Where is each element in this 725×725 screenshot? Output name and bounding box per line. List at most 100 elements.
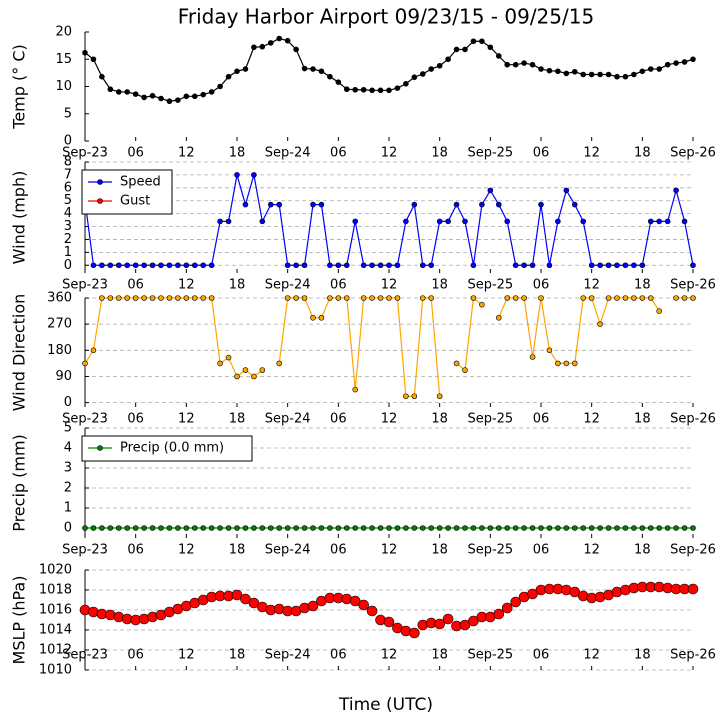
data-point — [369, 87, 375, 94]
x-tick-label: 18 — [634, 543, 651, 558]
data-point — [343, 295, 350, 301]
data-point — [470, 38, 477, 45]
data-point — [605, 295, 612, 301]
y-tick-label: 3 — [64, 219, 72, 234]
data-point — [360, 525, 367, 531]
data-point — [335, 262, 342, 269]
x-tick-label: 06 — [330, 278, 347, 293]
data-point — [411, 393, 418, 400]
y-tick-label: 5 — [64, 421, 72, 436]
data-point — [335, 295, 342, 301]
legend-label: Speed — [120, 175, 161, 190]
data-point — [276, 360, 283, 367]
x-tick-label: Sep-24 — [265, 412, 311, 427]
data-point — [546, 67, 553, 74]
data-point — [183, 262, 190, 269]
data-point — [276, 35, 283, 42]
data-point — [436, 393, 443, 400]
y-tick-label: 0 — [64, 134, 72, 149]
data-point — [445, 56, 451, 63]
data-point — [538, 66, 544, 72]
data-point — [124, 89, 131, 95]
data-point — [377, 525, 384, 531]
data-point — [453, 201, 460, 208]
data-point — [149, 92, 156, 99]
x-tick-label: 12 — [178, 146, 195, 161]
data-point — [504, 218, 511, 225]
data-point — [352, 525, 359, 531]
data-point — [571, 525, 578, 531]
data-point — [141, 295, 147, 301]
data-point — [369, 525, 375, 531]
data-point — [597, 71, 603, 78]
data-point — [512, 295, 519, 301]
data-point — [690, 295, 696, 301]
data-point — [149, 262, 156, 269]
x-tick-label: 18 — [229, 278, 246, 293]
x-tick-label: Sep-26 — [670, 412, 716, 427]
data-point — [208, 295, 215, 301]
data-point — [307, 600, 319, 612]
data-point — [366, 605, 378, 617]
data-point — [175, 295, 181, 301]
data-point — [571, 201, 578, 208]
data-point — [656, 66, 663, 72]
data-point — [555, 218, 561, 225]
y-tick-label: 360 — [47, 291, 72, 306]
data-point — [191, 295, 198, 301]
x-tick-label: 12 — [583, 278, 600, 293]
data-point — [681, 295, 688, 301]
data-point — [504, 525, 511, 531]
y-axis-label: Wind (mph) — [10, 171, 29, 265]
data-point — [656, 525, 663, 531]
data-point — [428, 66, 435, 72]
y-tick-label: 1 — [64, 245, 72, 260]
data-line — [84, 174, 694, 266]
data-point — [158, 262, 164, 269]
data-point — [293, 262, 299, 269]
data-point — [107, 525, 114, 531]
y-tick-label: 0 — [64, 521, 72, 536]
data-point — [132, 295, 139, 301]
data-point — [352, 86, 359, 93]
y-tick-label: 1018 — [39, 583, 72, 598]
data-point — [605, 525, 612, 531]
data-point — [293, 46, 299, 53]
data-point — [99, 73, 105, 80]
x-tick-label: 12 — [178, 412, 195, 427]
data-point — [605, 262, 612, 269]
x-tick-label: 12 — [381, 543, 398, 558]
data-point — [234, 373, 240, 380]
y-tick-label: 270 — [47, 317, 72, 332]
x-tick-label: 18 — [229, 412, 246, 427]
data-point — [681, 59, 688, 65]
data-point — [479, 201, 485, 208]
data-point — [647, 218, 654, 225]
data-point — [335, 525, 342, 531]
data-point — [251, 44, 257, 51]
data-point — [546, 262, 553, 269]
data-point — [377, 295, 384, 301]
data-point — [436, 62, 443, 69]
data-point — [90, 347, 97, 354]
data-point — [521, 295, 527, 301]
data-point — [141, 94, 147, 101]
data-point — [217, 525, 223, 531]
y-tick-label: 1016 — [39, 603, 72, 618]
x-tick-label: Sep-25 — [467, 146, 513, 161]
data-point — [571, 68, 578, 75]
data-point — [234, 525, 240, 531]
data-point — [555, 525, 561, 531]
data-point — [217, 218, 223, 225]
data-point — [690, 525, 696, 531]
data-point — [90, 262, 97, 269]
x-tick-label: Sep-23 — [62, 278, 108, 293]
data-point — [99, 262, 105, 269]
data-point — [90, 525, 97, 531]
x-tick-label: Sep-25 — [467, 648, 513, 663]
data-point — [394, 262, 401, 269]
x-tick-label: 18 — [431, 648, 448, 663]
x-tick-label: Sep-23 — [62, 412, 108, 427]
data-point — [631, 71, 637, 78]
data-point — [597, 262, 603, 269]
